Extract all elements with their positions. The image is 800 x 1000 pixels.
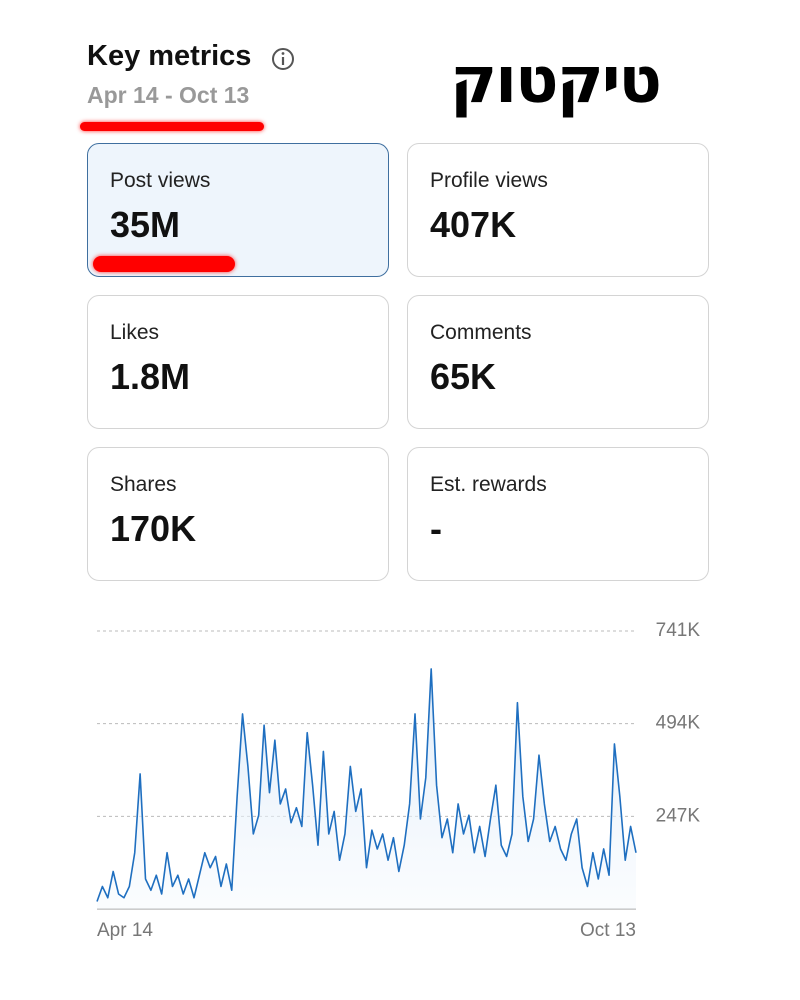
metric-label: Est. rewards: [430, 473, 547, 496]
chart: 247K 494K 741K Apr 14 Oct 13: [96, 620, 701, 941]
x-tick-label: Apr 14: [97, 920, 153, 941]
annotation-underline: [80, 122, 264, 131]
info-icon[interactable]: [270, 46, 296, 72]
metric-value: 407K: [430, 204, 517, 245]
metric-card[interactable]: Comments 65K: [407, 295, 709, 429]
line: [96, 668, 637, 902]
y-tick-label: 494K: [656, 713, 701, 734]
metric-value: 65K: [430, 356, 497, 397]
y-tick-label: 741K: [656, 620, 701, 641]
metric-card[interactable]: Likes 1.8M: [87, 295, 389, 429]
metric-card[interactable]: Est. rewards -: [407, 447, 709, 581]
section-title: Key metrics: [87, 40, 252, 72]
metric-label: Likes: [110, 321, 160, 344]
line-area: [97, 668, 636, 909]
metric-card[interactable]: Profile views 407K: [407, 143, 709, 277]
metric-value: 1.8M: [110, 356, 191, 397]
annotation-underline: [93, 256, 235, 272]
metric-label: Profile views: [430, 169, 548, 192]
metric-label: Post views: [110, 169, 211, 192]
metric-label: Comments: [430, 321, 532, 344]
metric-label: Shares: [110, 473, 177, 496]
date-range[interactable]: Apr 14 - Oct 13: [87, 82, 250, 108]
metric-value: 35M: [110, 204, 181, 245]
metric-value: 170K: [110, 508, 197, 549]
y-tick-label: 247K: [656, 805, 701, 826]
logo: טיקטוק: [450, 44, 662, 118]
metric-card[interactable]: Post views 35M: [87, 143, 389, 277]
metric-card[interactable]: Shares 170K: [87, 447, 389, 581]
metric-value: -: [430, 508, 442, 549]
x-tick-label: Oct 13: [580, 920, 636, 941]
